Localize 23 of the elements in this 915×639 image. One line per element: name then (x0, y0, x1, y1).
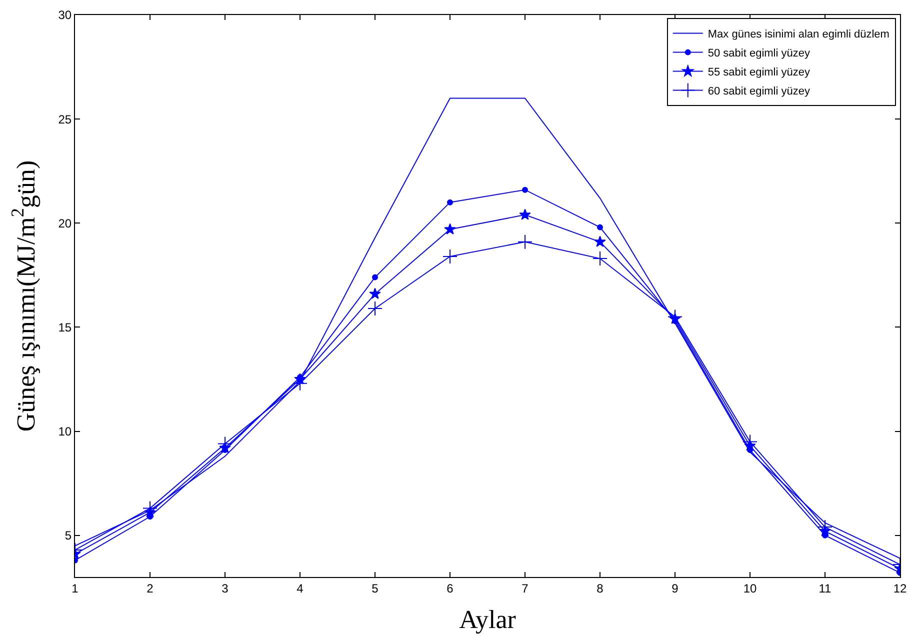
y-tick-label: 25 (58, 112, 72, 126)
legend-label: 55 sabit egimli yüzey (708, 66, 810, 79)
x-tick-label: 9 (672, 581, 679, 596)
legend-label: 50 sabit egimli yüzey (708, 48, 810, 60)
x-tick-label: 10 (743, 581, 757, 596)
y-tick-label: 5 (64, 528, 72, 543)
x-axis-title: Aylar (459, 605, 516, 634)
legend-label: 60 sabit egimli yüzey (708, 86, 810, 98)
y-tick-label: 30 (58, 8, 72, 22)
x-tick-label: 2 (146, 581, 154, 596)
legend-label: Max günes isinimi alan egimli düzlem (708, 28, 890, 41)
x-tick-label: 12 (893, 581, 907, 596)
x-tick-label: 8 (596, 581, 604, 596)
x-tick-label: 6 (446, 581, 454, 596)
x-tick-label: 4 (296, 581, 304, 596)
x-tick-label: 11 (818, 581, 832, 596)
x-tick-label: 7 (522, 581, 529, 596)
y-tick-label: 20 (58, 216, 72, 230)
y-tick-label: 15 (58, 320, 72, 334)
x-tick-label: 5 (372, 581, 379, 596)
x-tick-label: 1 (72, 581, 79, 596)
x-tick-label: 3 (222, 581, 229, 596)
y-tick-label: 10 (58, 424, 72, 438)
